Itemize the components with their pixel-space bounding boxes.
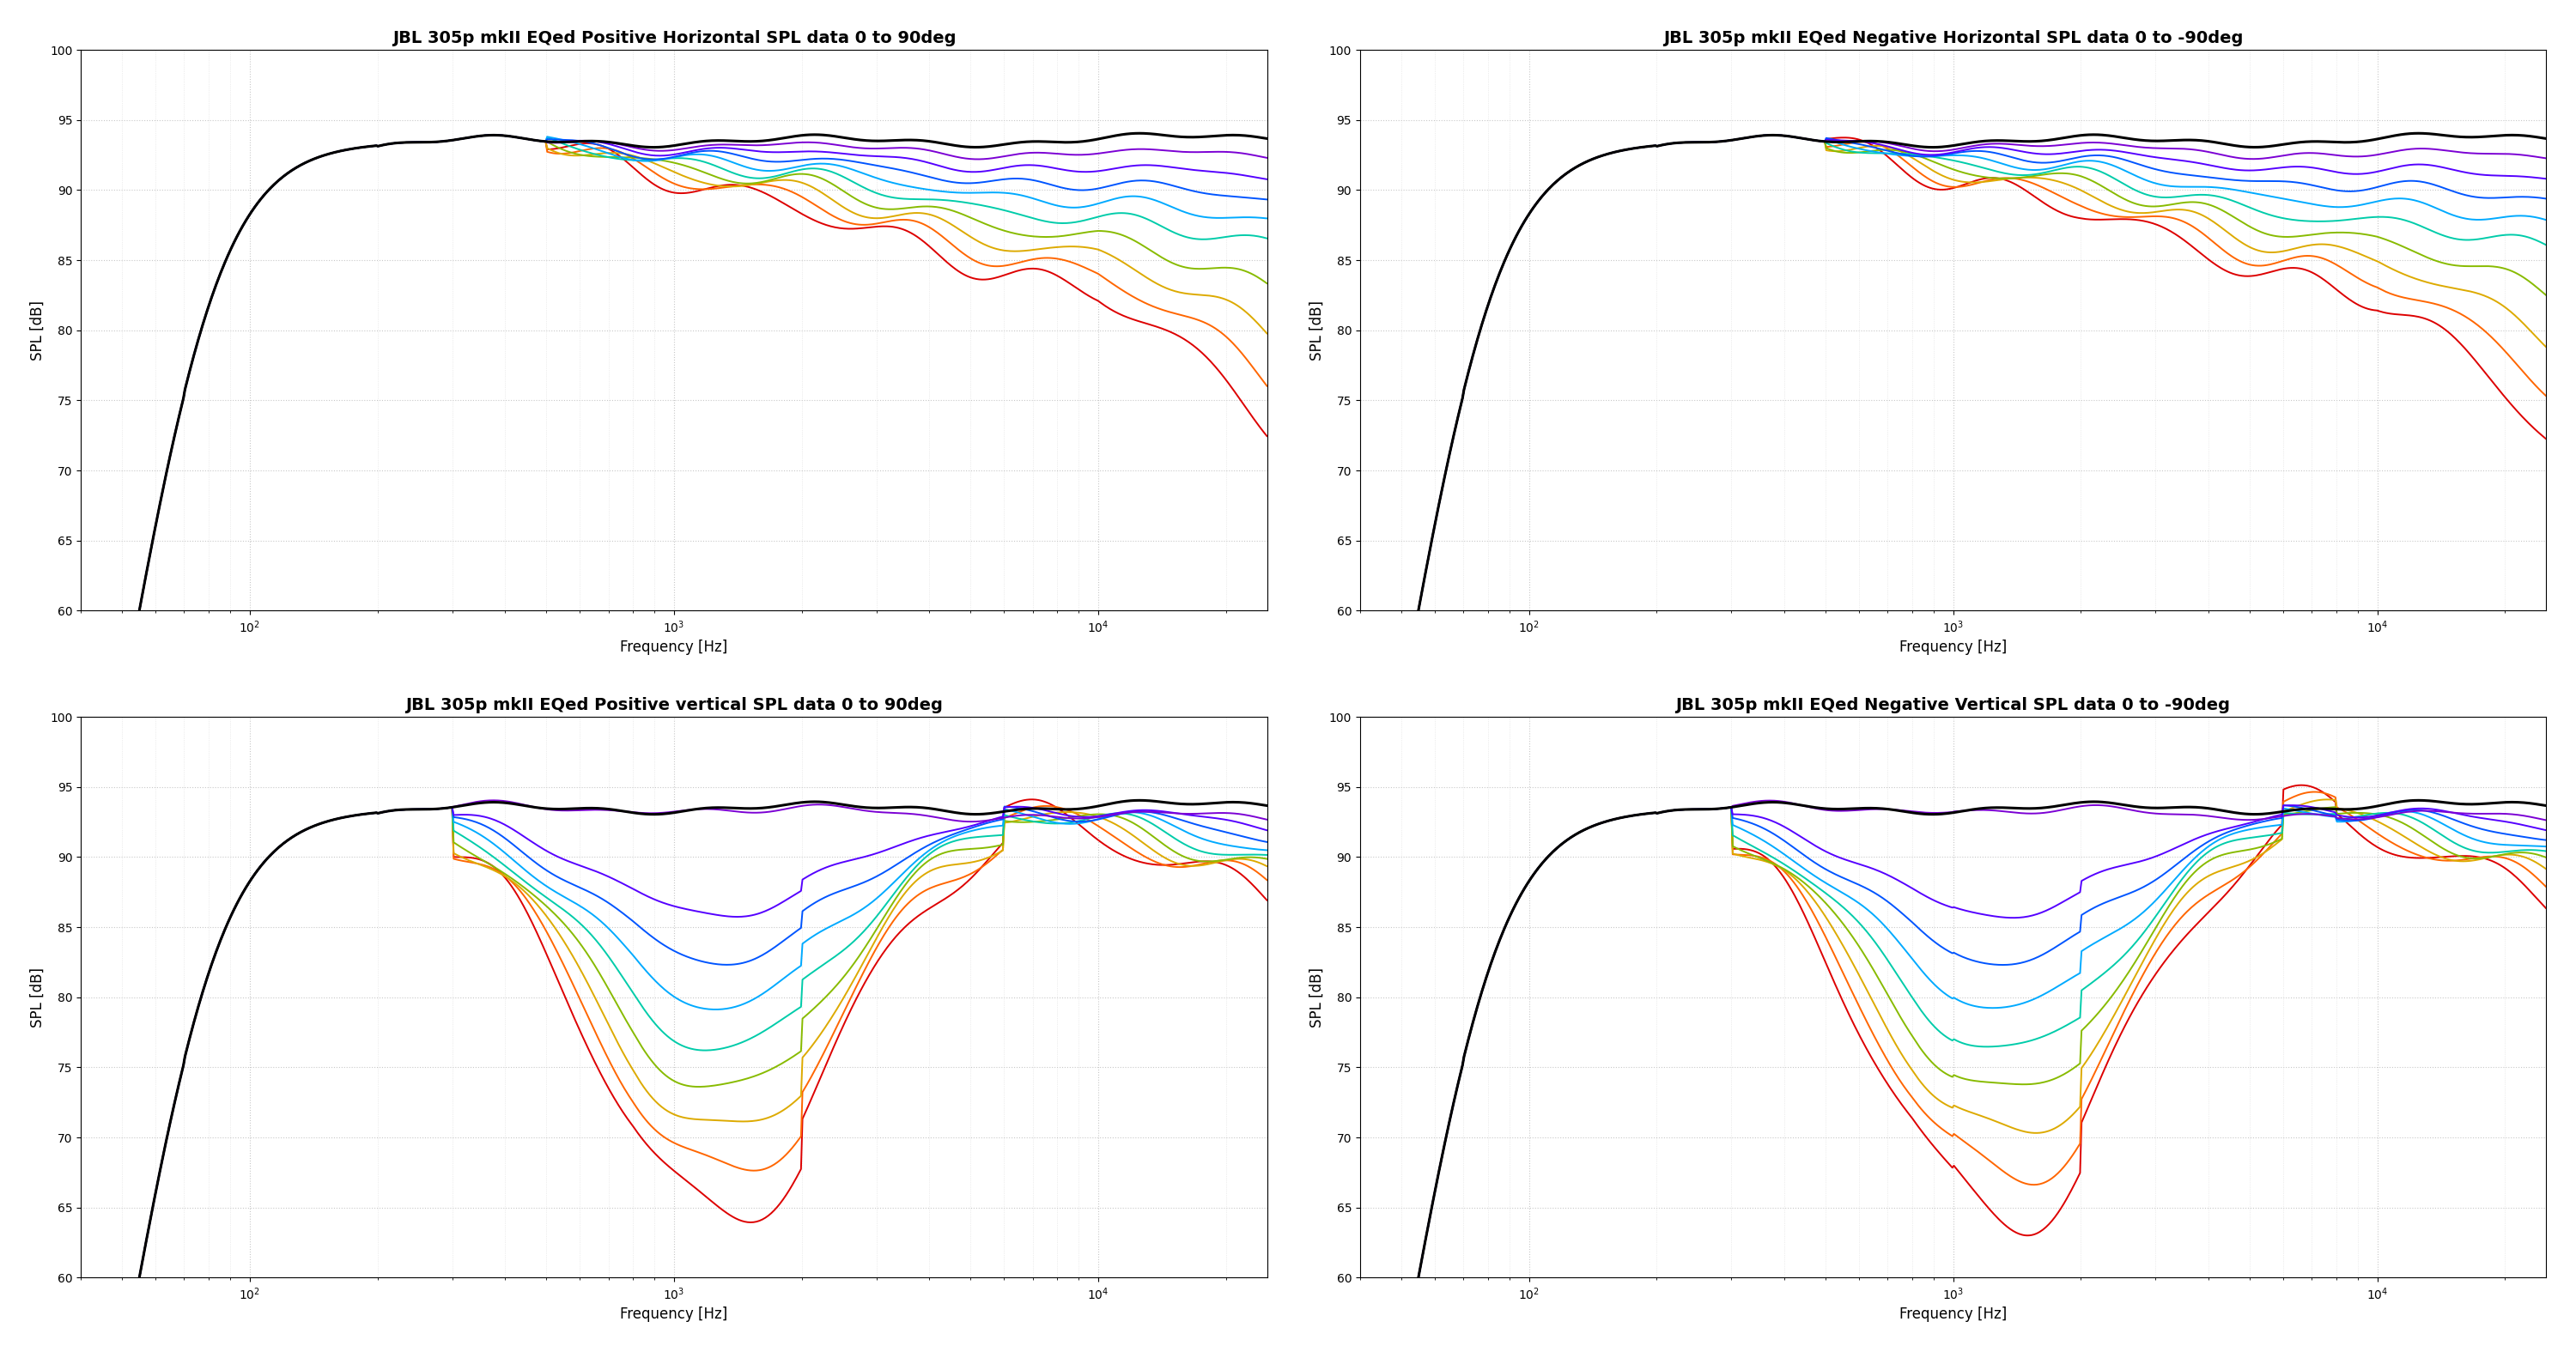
- Y-axis label: SPL [dB]: SPL [dB]: [31, 967, 46, 1028]
- X-axis label: Frequency [Hz]: Frequency [Hz]: [621, 639, 729, 656]
- Title: JBL 305p mkII EQed Negative Vertical SPL data 0 to -90deg: JBL 305p mkII EQed Negative Vertical SPL…: [1677, 696, 2231, 713]
- X-axis label: Frequency [Hz]: Frequency [Hz]: [621, 1307, 729, 1322]
- Title: JBL 305p mkII EQed Positive Horizontal SPL data 0 to 90deg: JBL 305p mkII EQed Positive Horizontal S…: [392, 30, 956, 46]
- X-axis label: Frequency [Hz]: Frequency [Hz]: [1899, 1307, 2007, 1322]
- Y-axis label: SPL [dB]: SPL [dB]: [1309, 967, 1324, 1028]
- Y-axis label: SPL [dB]: SPL [dB]: [31, 300, 46, 360]
- Y-axis label: SPL [dB]: SPL [dB]: [1309, 300, 1324, 360]
- Title: JBL 305p mkII EQed Negative Horizontal SPL data 0 to -90deg: JBL 305p mkII EQed Negative Horizontal S…: [1664, 30, 2244, 46]
- Title: JBL 305p mkII EQed Positive vertical SPL data 0 to 90deg: JBL 305p mkII EQed Positive vertical SPL…: [404, 696, 943, 713]
- X-axis label: Frequency [Hz]: Frequency [Hz]: [1899, 639, 2007, 656]
